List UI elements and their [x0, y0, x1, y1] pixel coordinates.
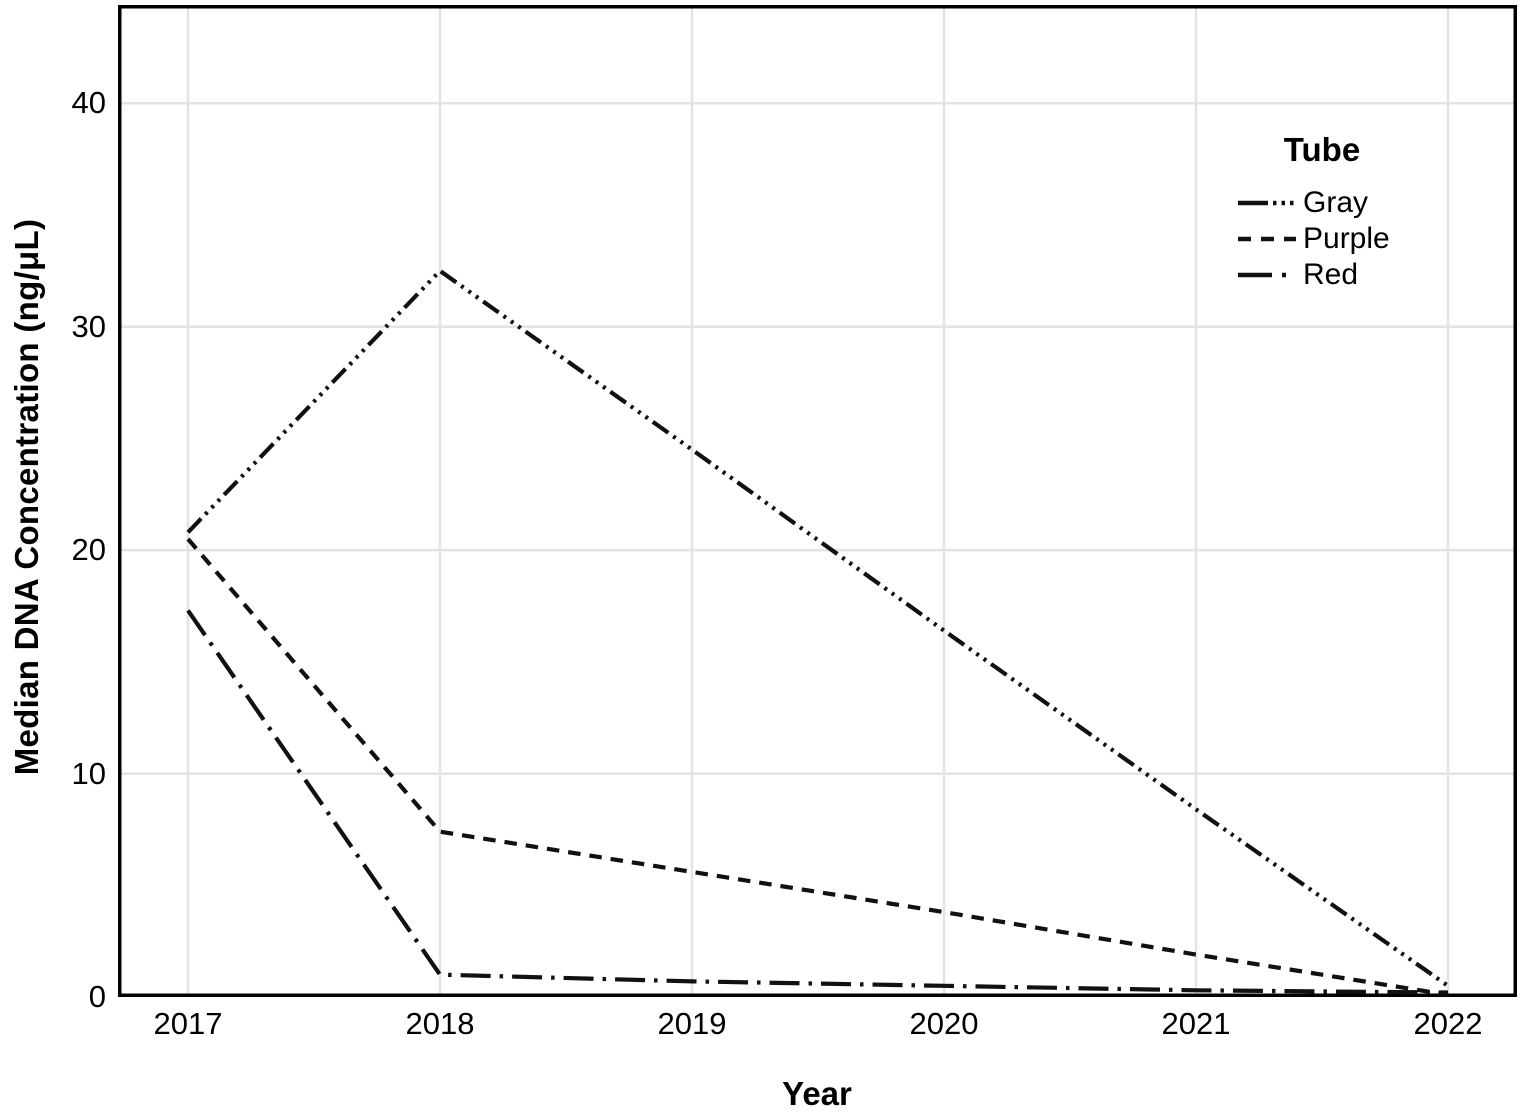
legend-label-red: Red	[1303, 258, 1359, 291]
x-tick-label-2022: 2022	[1413, 1006, 1483, 1041]
y-axis-title: Median DNA Concentration (ng/μL)	[8, 218, 45, 776]
x-tick-label-2020: 2020	[909, 1006, 979, 1041]
plot-border	[118, 5, 1517, 997]
plot-canvas	[118, 5, 1517, 997]
y-tick-label-30: 30	[71, 308, 106, 344]
legend-entry-purple: Purple	[1237, 221, 1407, 257]
y-tick-label-20: 20	[71, 532, 106, 568]
x-tick-label-2021: 2021	[1161, 1006, 1231, 1041]
legend-entry-red: Red	[1237, 257, 1407, 293]
y-tick-label-40: 40	[71, 85, 106, 121]
legend-label-gray: Gray	[1303, 186, 1369, 219]
legend-entries: Gray Purple Red	[1237, 185, 1407, 293]
legend-line-sample-purple-icon	[1238, 236, 1296, 242]
y-tick-label-0: 0	[88, 979, 106, 1014]
legend-title: Tube	[1283, 131, 1361, 168]
y-tick-label-10: 10	[71, 755, 106, 791]
legend-entry-gray: Gray	[1237, 185, 1407, 221]
legend-line-sample-gray-icon	[1238, 200, 1296, 206]
series-line-purple	[186, 537, 1449, 997]
series-line-gray	[186, 268, 1450, 988]
legend-label-purple: Purple	[1303, 222, 1390, 255]
x-tick-label-2018: 2018	[405, 1006, 475, 1041]
x-tick-label-2019: 2019	[657, 1006, 727, 1041]
x-axis-title: Year	[782, 1075, 852, 1112]
legend-line-sample-red-icon	[1238, 272, 1296, 278]
legend: Tube Gray Purple Red	[1237, 131, 1407, 293]
series-line-red	[186, 609, 1449, 995]
plot-area	[118, 5, 1517, 997]
x-tick-label-2017: 2017	[153, 1006, 223, 1041]
